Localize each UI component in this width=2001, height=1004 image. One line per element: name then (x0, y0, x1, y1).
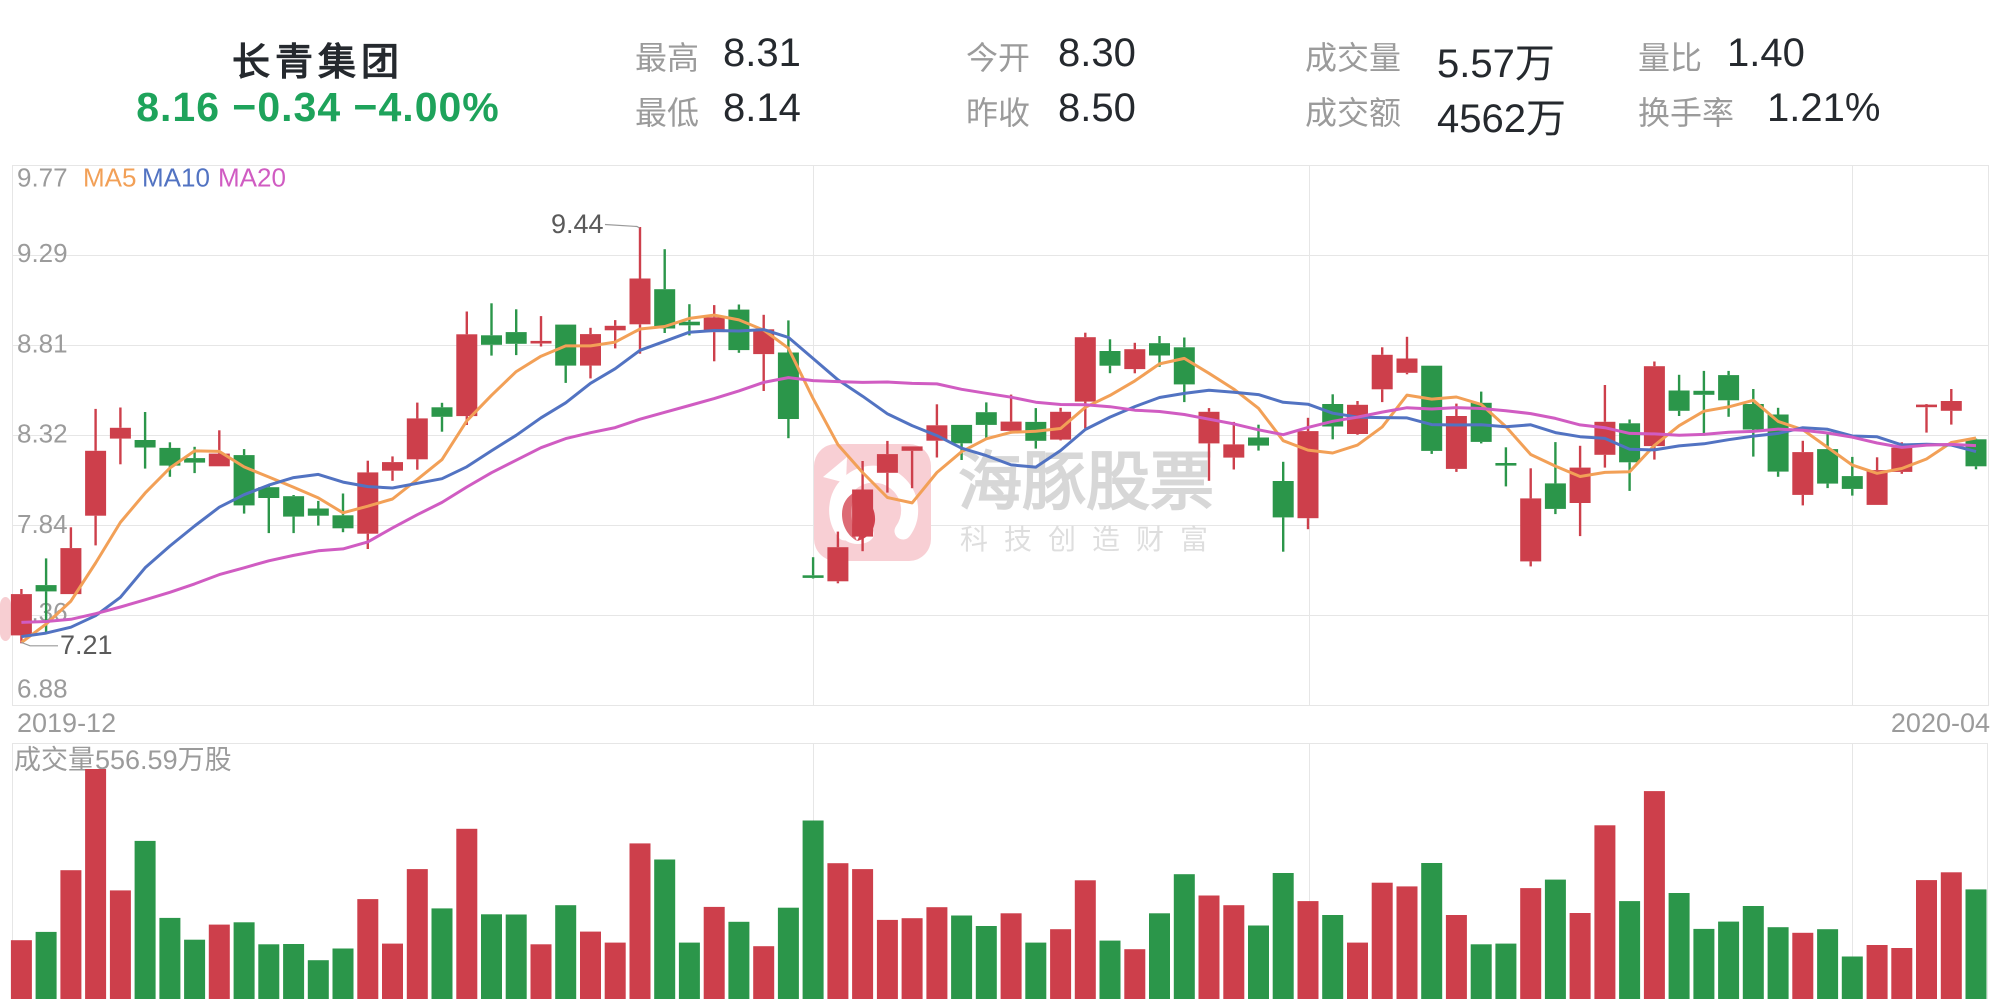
svg-text:6.88: 6.88 (17, 674, 68, 704)
svg-text:7.21: 7.21 (60, 630, 113, 660)
svg-text:9.44: 9.44 (551, 209, 604, 239)
svg-text:MA10: MA10 (142, 163, 210, 193)
svg-text:2020-04: 2020-04 (1891, 708, 1990, 738)
svg-text:MA20: MA20 (218, 163, 286, 193)
svg-text:2019-12: 2019-12 (17, 708, 116, 738)
svg-text:海豚股票: 海豚股票 (958, 446, 1214, 518)
svg-text:7.84: 7.84 (17, 509, 68, 539)
svg-text:8.32: 8.32 (17, 419, 68, 449)
svg-text:MA5: MA5 (83, 163, 136, 193)
svg-text:8.81: 8.81 (17, 329, 68, 359)
svg-text:9.77: 9.77 (17, 163, 68, 193)
svg-text:科技创造财富: 科技创造财富 (960, 524, 1224, 555)
svg-text:9.29: 9.29 (17, 238, 68, 268)
svg-text:成交量556.59万股: 成交量556.59万股 (14, 745, 232, 775)
